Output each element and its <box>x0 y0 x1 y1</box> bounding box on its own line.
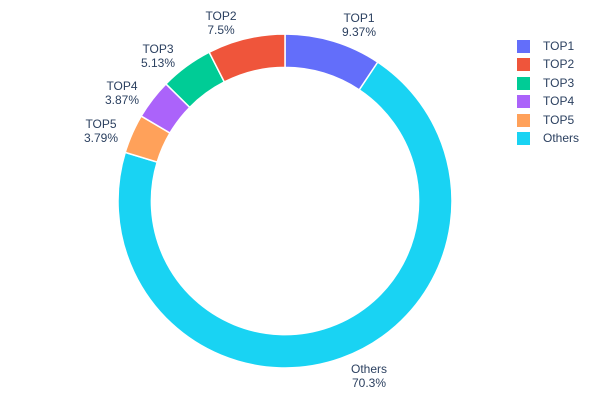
slice-label-top5: TOP5 3.79% <box>84 117 118 145</box>
slice-label-top3: TOP3 5.13% <box>141 42 175 70</box>
legend-swatch-top5 <box>517 113 530 127</box>
legend-item-top3[interactable]: TOP3 <box>517 75 579 90</box>
slice-label-top4: TOP4 3.87% <box>105 79 139 107</box>
slice-label-name: TOP5 <box>85 117 117 131</box>
legend-item-top4[interactable]: TOP4 <box>517 94 579 109</box>
legend-item-top1[interactable]: TOP1 <box>517 40 579 53</box>
slice-label-name: TOP4 <box>106 79 138 93</box>
legend-label: Others <box>543 130 580 145</box>
pie-slice-top2[interactable] <box>208 33 286 83</box>
slice-label-name: TOP1 <box>343 11 375 25</box>
pie-slice-others[interactable] <box>117 61 453 369</box>
slice-label-percent: 3.87% <box>104 93 140 107</box>
legend-item-top5[interactable]: TOP5 <box>517 112 579 127</box>
legend-swatch-top1 <box>517 40 530 53</box>
slice-label-name: TOP2 <box>205 9 237 23</box>
legend-swatch-top4 <box>517 95 530 109</box>
legend-swatch-top2 <box>517 58 530 72</box>
legend-label: TOP3 <box>543 75 575 90</box>
slice-label-name: Others <box>350 362 388 376</box>
legend-label: TOP2 <box>543 57 575 72</box>
legend-label: TOP5 <box>543 112 575 127</box>
slice-label-percent: 70.3% <box>351 376 387 390</box>
slice-label-name: TOP3 <box>142 42 174 56</box>
slice-label-percent: 3.79% <box>83 131 119 145</box>
legend-label: TOP4 <box>543 94 575 109</box>
legend-label: TOP1 <box>543 39 575 53</box>
slice-label-top1: TOP1 9.37% <box>342 11 376 39</box>
slice-label-percent: 5.13% <box>140 56 176 70</box>
slice-label-percent: 7.5% <box>207 23 235 37</box>
slice-label-top2: TOP2 7.5% <box>205 9 236 37</box>
slice-label-percent: 9.37% <box>341 25 377 39</box>
legend-swatch-top3 <box>517 76 530 90</box>
pie-slice-top1[interactable] <box>284 33 379 91</box>
legend: TOP1 TOP2 TOP3 TOP4 TOP5 Others <box>517 40 579 145</box>
slice-label-others: Others 70.3% <box>351 362 387 390</box>
legend-swatch-others <box>517 131 530 145</box>
legend-item-top2[interactable]: TOP2 <box>517 57 579 72</box>
legend-item-others[interactable]: Others <box>517 130 580 145</box>
